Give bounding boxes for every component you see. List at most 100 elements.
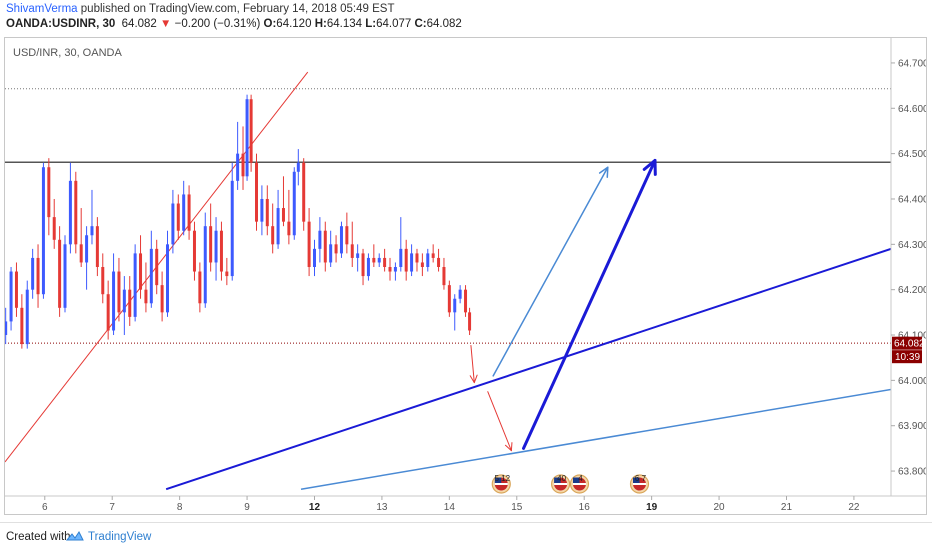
candle-body — [192, 230, 196, 272]
candle-body — [307, 221, 311, 267]
author-link[interactable]: ShivamVerma — [6, 3, 78, 15]
red-down-arrow[interactable] — [469, 344, 478, 384]
created-with-text: Created with — [6, 531, 71, 543]
economic-events[interactable]: 5 12 40 4 6 7 — [491, 474, 650, 494]
candle-body — [31, 257, 35, 290]
current-price-tag: 64.082 10:39 — [892, 336, 925, 364]
footer: Created with TradingView — [0, 522, 932, 551]
candle-body — [198, 271, 202, 304]
candle-body — [323, 230, 327, 263]
candle-body — [464, 289, 468, 313]
candle-body — [260, 198, 264, 222]
price-tick-label: 64.400 — [898, 194, 926, 205]
trend-lines[interactable] — [5, 71, 891, 491]
candle-body — [5, 321, 8, 336]
time-tick-label: 16 — [579, 502, 591, 513]
candle-body — [214, 230, 218, 263]
red-down-arrow[interactable] — [487, 391, 513, 452]
down-arrow-icon: ▼ — [160, 18, 172, 30]
time-tick-label: 15 — [511, 502, 523, 513]
time-tick-label: 22 — [848, 502, 860, 513]
low-value: 64.077 — [376, 18, 412, 30]
candle-body — [63, 244, 67, 308]
high-value: 64.134 — [326, 18, 363, 30]
price-tick-label: 64.600 — [898, 104, 926, 115]
candle-body — [453, 298, 457, 313]
candle-body — [20, 307, 24, 345]
low-label: L: — [365, 18, 377, 30]
candle-body — [128, 289, 132, 317]
candle-body — [318, 230, 322, 249]
lower-channel-trendline[interactable] — [300, 388, 891, 490]
candle-body — [171, 203, 175, 245]
price-tick-label: 63.900 — [898, 421, 926, 432]
time-tick-label: 8 — [177, 502, 183, 513]
event-count-label: 4 — [578, 474, 583, 483]
candle-body — [377, 257, 381, 263]
candle-body — [292, 171, 296, 236]
candle-body — [437, 257, 441, 267]
close-value: 64.082 — [426, 18, 462, 30]
candle-body — [447, 285, 451, 313]
candle-body — [345, 226, 349, 245]
open-value: 64.120 — [276, 18, 312, 30]
thick-blue-up-arrow[interactable] — [522, 158, 657, 450]
price-change: −0.200 (−0.31%) — [174, 18, 261, 30]
candle-body — [182, 194, 186, 231]
time-tick-label: 14 — [444, 502, 456, 513]
chart-panel[interactable]: 5 12 40 4 6 7 63.800 63.900 64.000 64.100 64.20… — [4, 37, 927, 515]
candle-body — [339, 226, 343, 254]
candle-body — [25, 289, 29, 345]
economic-event-marker[interactable]: 4 — [569, 474, 590, 494]
projection-arrows[interactable] — [469, 158, 657, 452]
candle-body — [356, 253, 360, 258]
candle-body — [404, 248, 408, 272]
flag-canton — [554, 477, 561, 483]
flag-stripe — [572, 483, 586, 485]
candle-body — [144, 289, 148, 304]
price-tick-label: 64.500 — [898, 149, 926, 160]
thin-blue-up-arrow[interactable] — [492, 166, 609, 377]
time-tick-label: 9 — [244, 502, 250, 513]
symbol-label: OANDA:USDINR, 30 — [6, 18, 116, 30]
candle-body — [9, 271, 13, 322]
candle-body — [117, 271, 121, 313]
candle-body — [255, 162, 259, 222]
event-count-label: 6 7 — [635, 474, 647, 483]
price-tick-label: 64.200 — [898, 285, 926, 296]
candle-body — [52, 217, 56, 240]
candle-body — [372, 257, 376, 263]
economic-event-marker[interactable]: 6 7 — [629, 474, 650, 494]
candle-body — [312, 248, 316, 267]
candle-body — [187, 194, 191, 231]
time-axis[interactable]: 6 7 8 9 12 13 14 15 16 19 20 21 22 — [42, 496, 860, 513]
candle-body — [101, 267, 105, 295]
candle-body — [388, 267, 392, 272]
tradingview-brand-link[interactable]: TradingView — [88, 531, 152, 543]
blue-support-trendline[interactable] — [165, 247, 891, 491]
red-down-arrow-head — [469, 374, 478, 384]
economic-event-marker[interactable]: 5 12 — [491, 474, 511, 494]
candle-body — [79, 244, 83, 263]
candle-body — [236, 153, 240, 181]
candle-body — [410, 253, 414, 272]
candle-body — [139, 253, 143, 290]
chart-canvas[interactable]: 5 12 40 4 6 7 63.800 63.900 64.000 64.100 64.20… — [5, 38, 926, 514]
price-tick-label: 64.300 — [898, 240, 926, 251]
event-count-label: 40 — [557, 474, 566, 483]
price-axis[interactable]: 63.800 63.900 64.000 64.100 64.200 64.300 64.4… — [891, 58, 926, 478]
candle-body — [90, 226, 94, 236]
candle-body — [166, 244, 170, 313]
candle-body — [41, 167, 45, 295]
candle-body — [296, 162, 300, 172]
candle-body — [95, 226, 99, 267]
tradingview-logo-icon[interactable] — [66, 530, 84, 544]
time-tick-label: 12 — [309, 502, 321, 513]
candle-body — [442, 267, 446, 286]
flag-stripe — [554, 483, 568, 485]
bar-countdown: 10:39 — [895, 352, 920, 363]
candle-body — [14, 271, 18, 308]
candle-body — [281, 208, 285, 222]
candle-body — [133, 253, 137, 317]
economic-event-marker[interactable]: 40 — [551, 474, 571, 494]
